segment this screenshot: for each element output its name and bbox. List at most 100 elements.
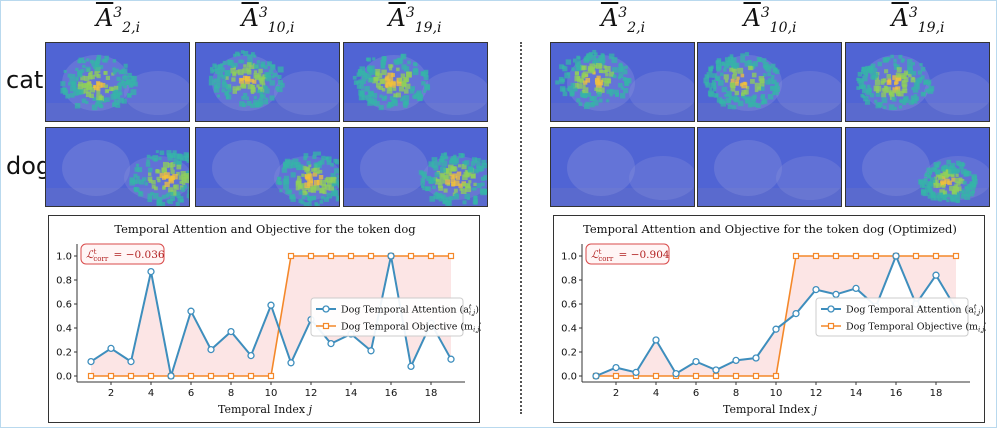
x-axis-label: Temporal Index j — [723, 403, 818, 416]
y-tick-label: 0.6 — [561, 300, 577, 311]
attention-point — [87, 357, 95, 366]
objective-point — [692, 372, 700, 380]
objective-point — [752, 372, 760, 380]
objective-point — [207, 372, 215, 380]
objective-point — [187, 372, 195, 380]
row-label-dog: dog — [6, 152, 52, 180]
attention-point — [147, 267, 155, 276]
heatmap-image — [46, 43, 189, 121]
legend-objective-marker — [827, 322, 835, 330]
attention-point — [407, 362, 415, 371]
objective-point — [247, 372, 255, 380]
attention-point — [792, 309, 800, 318]
objective-point — [732, 372, 740, 380]
y-tick-label: 0.0 — [561, 372, 577, 383]
objective-point — [407, 252, 415, 260]
correlation-label: ℒt corr = −0.904 — [591, 248, 670, 263]
x-tick-label: 10 — [770, 388, 783, 399]
objective-point — [832, 252, 840, 260]
attention-point — [712, 366, 720, 374]
attention-point — [832, 290, 840, 299]
attention-point — [772, 325, 780, 333]
attention-point — [367, 347, 375, 355]
objective-point — [792, 252, 800, 260]
objective-point — [107, 372, 115, 380]
attention-point — [227, 327, 235, 336]
attention-map-tile — [343, 42, 488, 122]
header-frame-19-left: A319,i — [388, 4, 442, 36]
objective-point — [872, 252, 880, 260]
chart-panel-original: Temporal Attention and Objective for the… — [48, 215, 481, 423]
objective-point — [287, 252, 295, 260]
legend-box — [310, 297, 464, 337]
attention-point — [632, 368, 640, 377]
objective-point — [712, 372, 720, 380]
legend-attention-label: Dog Temporal Attention (at i,j) — [341, 303, 479, 317]
attention-point — [652, 336, 660, 344]
x-tick-label: 4 — [653, 388, 659, 399]
attention-point — [612, 363, 620, 372]
attention-point — [447, 355, 455, 363]
attention-point — [127, 357, 135, 366]
x-tick-label: 14 — [850, 388, 863, 399]
x-tick-label: 2 — [108, 388, 114, 399]
heatmap-image — [698, 128, 841, 206]
attention-map-tile — [195, 127, 340, 207]
x-tick-label: 8 — [228, 388, 234, 399]
y-tick-label: 0.2 — [561, 348, 577, 359]
attention-point — [752, 354, 760, 362]
legend-objective-label: Dog Temporal Objective (mi,j) — [846, 322, 986, 334]
y-tick-label: 0.8 — [561, 276, 577, 287]
objective-point — [227, 372, 235, 380]
heatmap-image — [196, 43, 339, 121]
attention-map-tile — [45, 127, 190, 207]
heatmap-image — [46, 128, 189, 206]
attention-point — [732, 356, 740, 365]
y-tick-label: 1.0 — [561, 252, 577, 263]
x-tick-label: 14 — [345, 388, 358, 399]
chart-title: Temporal Attention and Objective for the… — [583, 222, 957, 236]
legend-attention-marker — [322, 305, 330, 313]
header-frame-10-right: A310,i — [743, 4, 797, 36]
attention-point — [387, 252, 395, 260]
header-frame-2-right: A32,i — [600, 4, 646, 36]
attention-point — [812, 285, 820, 294]
objective-point — [812, 252, 820, 260]
attention-point — [932, 271, 940, 279]
objective-point — [147, 372, 155, 380]
objective-point — [127, 372, 135, 380]
attention-point — [247, 351, 255, 360]
objective-point — [952, 252, 960, 260]
attention-point — [267, 301, 275, 309]
chart-panel-optimized: Temporal Attention and Objective for the… — [553, 215, 986, 423]
correlation-box — [80, 243, 165, 265]
attention-point — [592, 372, 600, 380]
objective-point — [612, 372, 620, 380]
legend-attention-label: Dog Temporal Attention (at i,j) — [846, 303, 984, 317]
x-tick-label: 2 — [613, 388, 619, 399]
objective-point — [772, 372, 780, 380]
attention-point — [187, 307, 195, 315]
x-tick-label: 10 — [265, 388, 278, 399]
legend-objective-marker — [322, 322, 330, 330]
attention-map-tile — [845, 42, 990, 122]
row-label-cat: cat — [6, 66, 44, 94]
x-tick-label: 18 — [425, 388, 438, 399]
attention-point — [167, 372, 175, 380]
objective-point — [367, 252, 375, 260]
attention-point — [672, 369, 680, 378]
objective-point — [307, 252, 315, 260]
attention-map-tile — [550, 42, 695, 122]
objective-point — [852, 252, 860, 260]
x-tick-label: 18 — [930, 388, 943, 399]
x-axis-label: Temporal Index j — [218, 403, 313, 416]
attention-map-tile — [195, 42, 340, 122]
x-tick-label: 6 — [188, 388, 194, 399]
objective-point — [327, 252, 335, 260]
objective-point — [652, 372, 660, 380]
heatmap-image — [551, 43, 694, 121]
attention-point — [107, 344, 115, 353]
header-frame-19-right: A319,i — [891, 4, 945, 36]
y-tick-label: 1.0 — [56, 252, 72, 263]
attention-map-tile — [697, 127, 842, 207]
